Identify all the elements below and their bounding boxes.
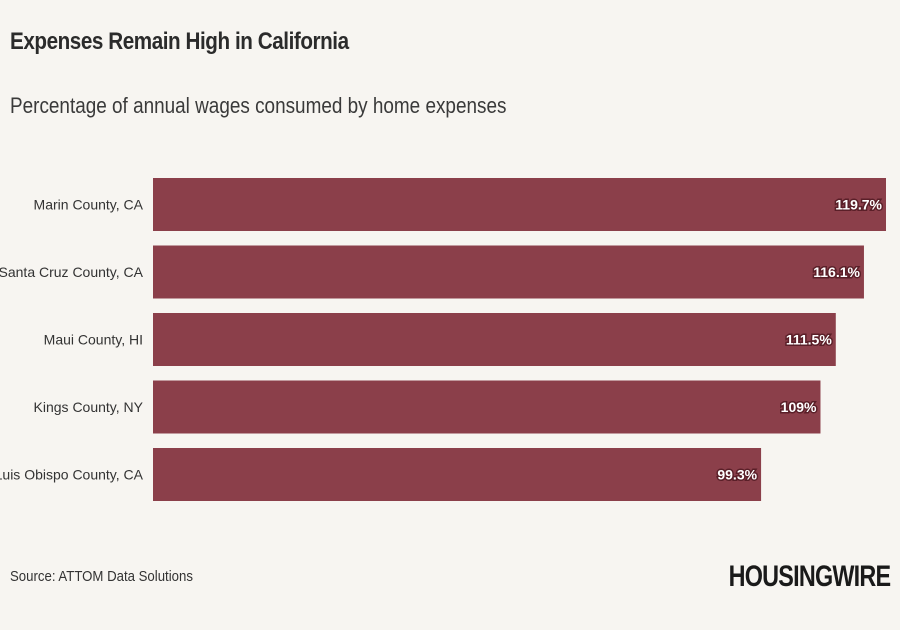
category-label: Santa Cruz County, CA xyxy=(0,264,144,280)
bar-0 xyxy=(153,178,886,231)
bar-1 xyxy=(153,245,864,299)
bar-4 xyxy=(153,448,762,501)
value-label: 111.5% xyxy=(786,332,832,348)
housingwire-logo: HOUSINGWIRE xyxy=(728,560,891,593)
category-label: Kings County, NY xyxy=(34,399,144,415)
value-label: 109% xyxy=(781,399,817,415)
category-label: San Luis Obispo County, CA xyxy=(0,467,144,483)
bar-3 xyxy=(153,380,821,434)
chart-subtitle: Percentage of annual wages consumed by h… xyxy=(10,93,507,118)
source-note: Source: ATTOM Data Solutions xyxy=(10,568,193,585)
category-label: Marin County, CA xyxy=(34,197,144,213)
bar-chart: Marin County, CA 119.7% Santa Cruz County,… xyxy=(0,178,886,501)
value-label: 116.1% xyxy=(813,264,860,280)
value-label: 99.3% xyxy=(717,467,757,483)
value-label: 119.7% xyxy=(835,197,882,213)
chart-title: Expenses Remain High in California xyxy=(10,28,349,55)
category-label: Maui County, HI xyxy=(44,332,143,348)
bar-2 xyxy=(153,313,836,366)
